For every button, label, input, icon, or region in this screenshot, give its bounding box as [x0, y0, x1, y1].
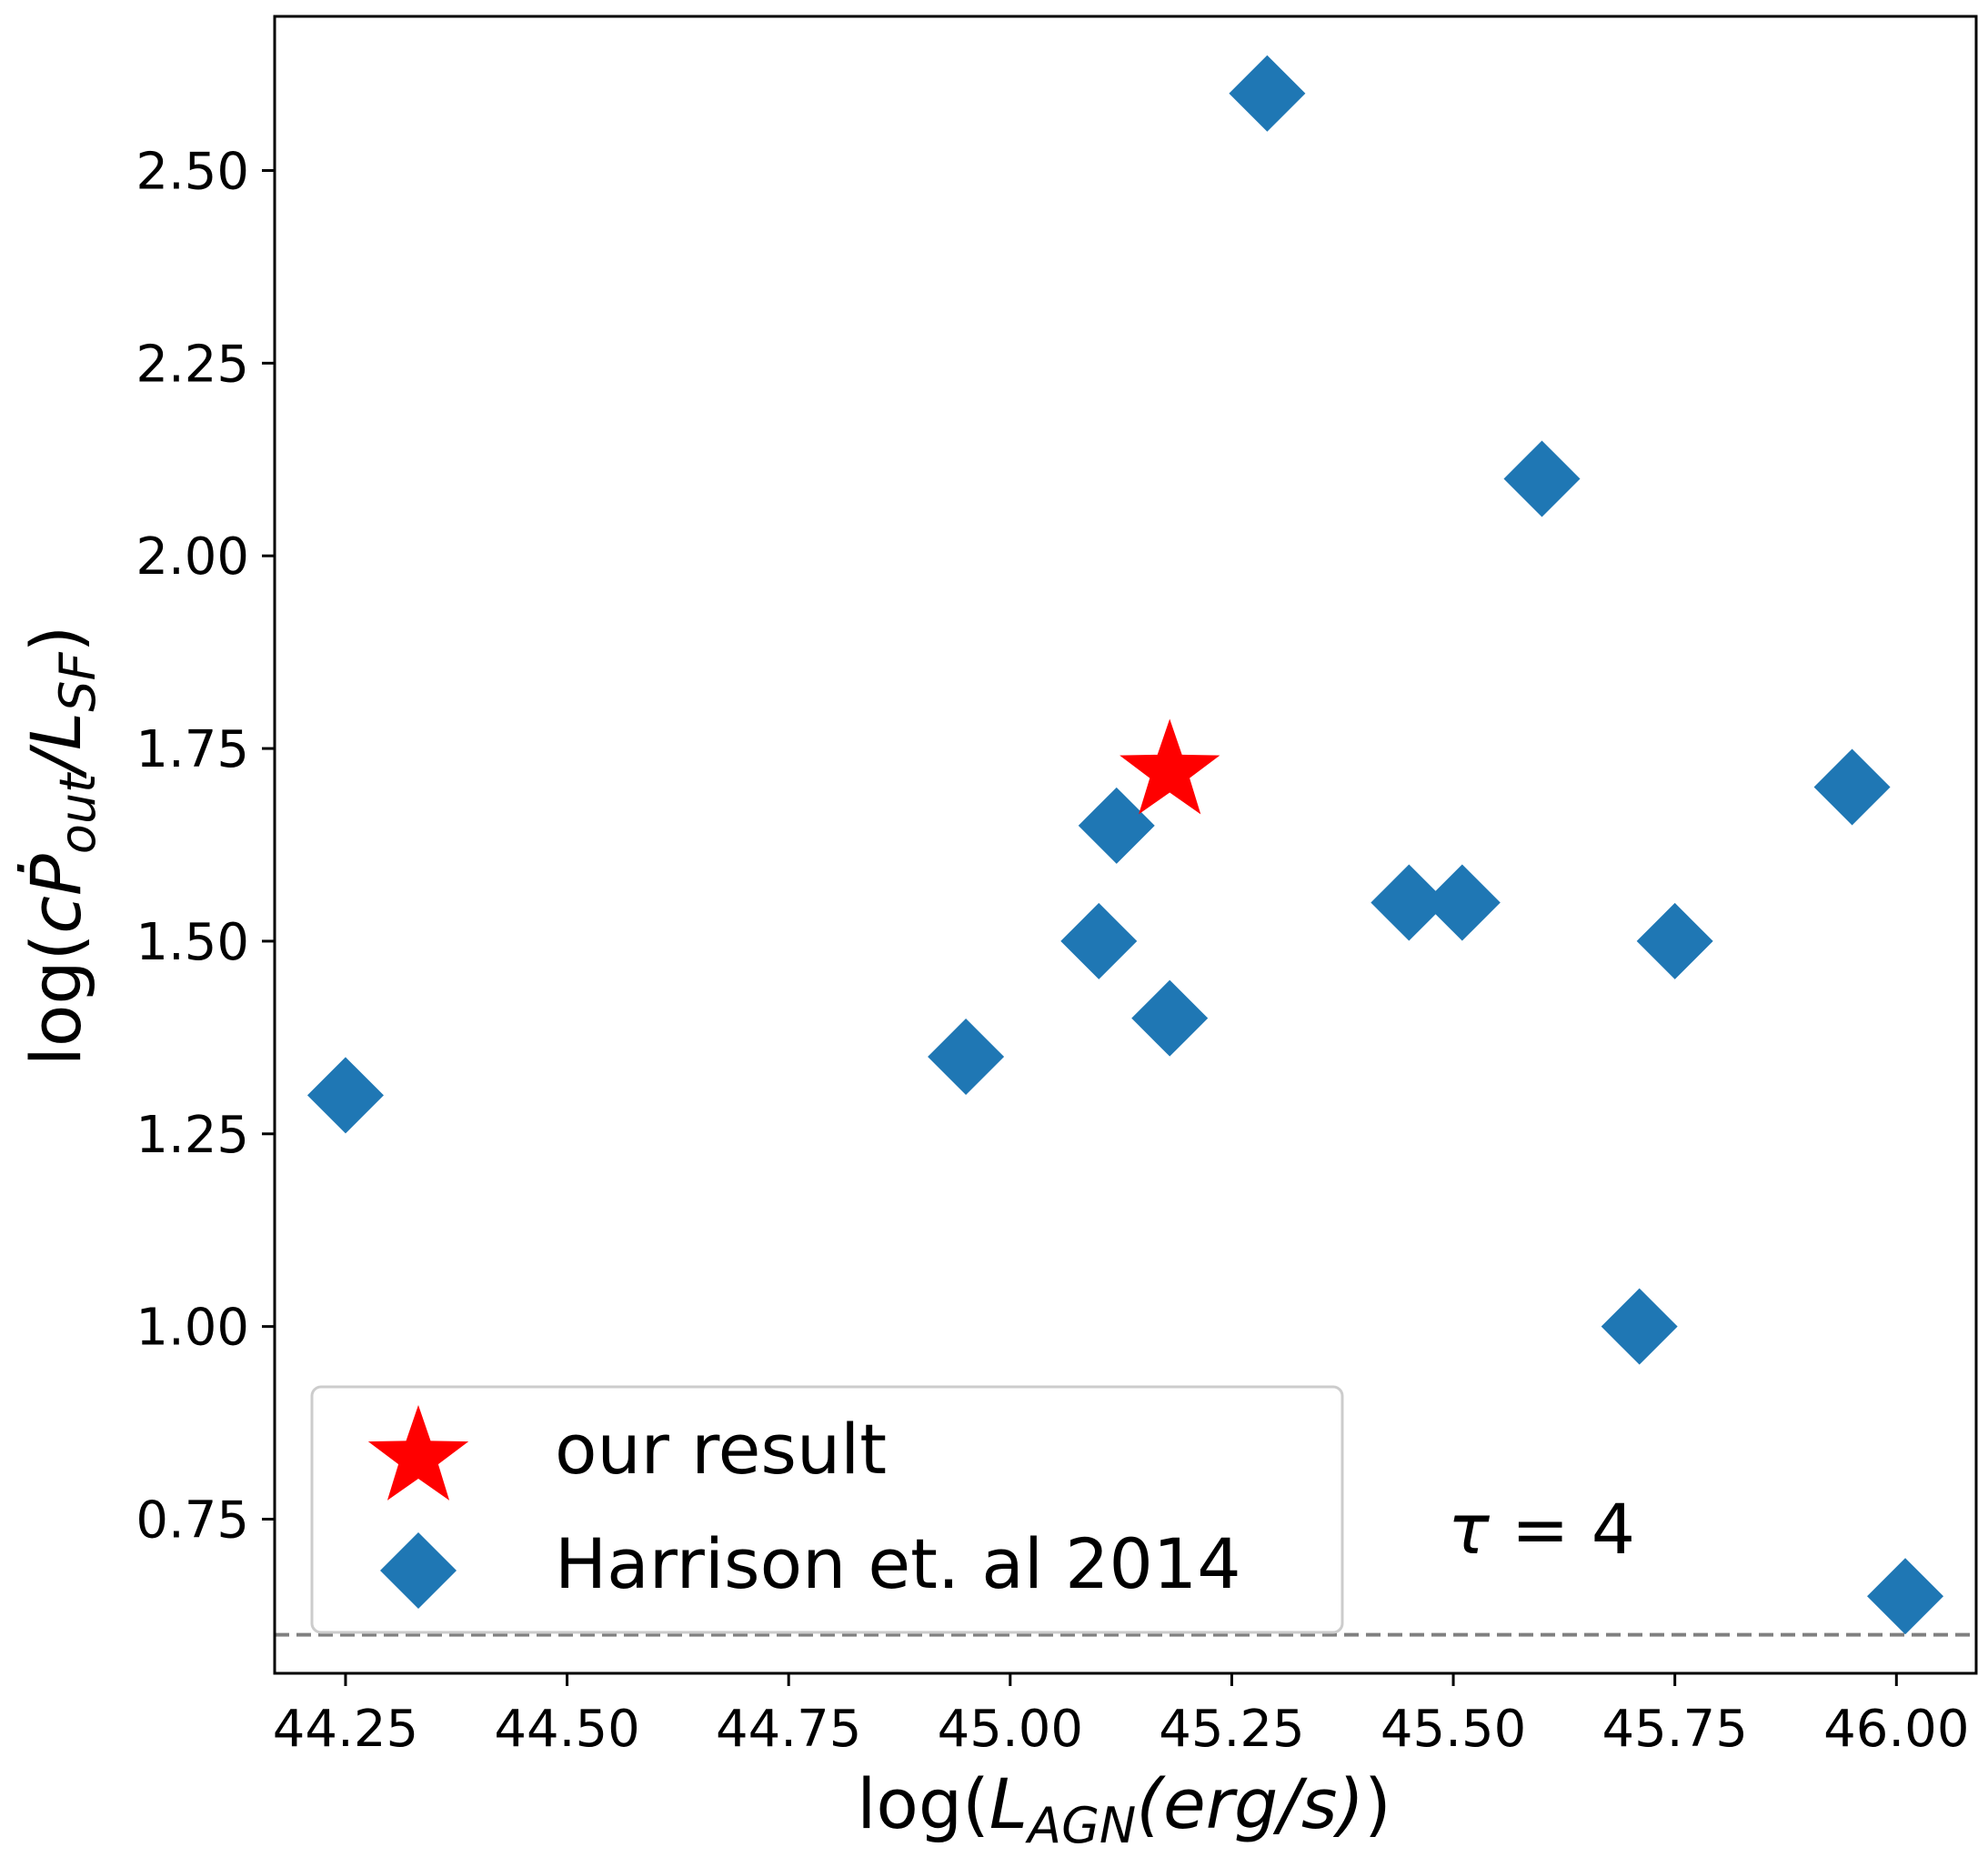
legend-label-our-result: our result	[555, 1409, 887, 1490]
harrison-data-point	[1503, 440, 1581, 517]
harrison-data-point	[1601, 1288, 1678, 1365]
harrison-data-point	[928, 1019, 1005, 1096]
y-axis-label-sub1: out	[49, 772, 106, 854]
our-result-data-point	[1120, 718, 1220, 815]
x-axis-label-main: L	[989, 1763, 1028, 1844]
y-tick-label: 1.75	[136, 720, 249, 779]
y-axis-label-mid: /L	[15, 712, 96, 779]
x-tick-label: 45.25	[1159, 1700, 1304, 1759]
harrison-data-point	[1423, 864, 1501, 941]
tau-annotation: τ = 4	[1448, 1489, 1635, 1570]
y-axis-label-main: cṖ	[15, 854, 96, 934]
legend-star-shape	[367, 1405, 469, 1501]
x-tick-label: 44.25	[273, 1700, 418, 1759]
y-tick-label: 1.00	[136, 1299, 249, 1358]
legend-star-marker	[367, 1405, 469, 1501]
data-marks	[306, 55, 1944, 1635]
x-tick-label: 45.75	[1602, 1700, 1748, 1759]
harrison-data-point	[1636, 902, 1713, 979]
x-axis-label-suffix: )	[1364, 1763, 1391, 1844]
legend-label-harrison: Harrison et. al 2014	[555, 1523, 1241, 1604]
x-tick-label: 46.00	[1823, 1700, 1969, 1759]
x-tick-label: 45.00	[938, 1700, 1083, 1759]
y-axis-label: log(cṖout/LSF)	[15, 626, 106, 1067]
x-tick-label: 45.50	[1381, 1700, 1526, 1759]
y-axis-ticks: 0.75 1.00 1.25 1.50 1.75 2.00 2.25 2.50	[136, 142, 275, 1551]
x-tick-label: 44.50	[494, 1700, 639, 1759]
y-tick-label: 1.25	[136, 1106, 249, 1165]
x-axis-label-unit: (erg/s)	[1136, 1763, 1364, 1844]
y-axis-label-sub2: SF	[49, 651, 106, 711]
harrison-data-point	[1813, 748, 1891, 826]
harrison-data-point	[306, 1057, 384, 1134]
harrison-data-point	[1060, 902, 1138, 979]
x-axis-label-sub: AGN	[1025, 1797, 1136, 1854]
y-axis-label-suffix: )	[15, 626, 96, 653]
x-axis-label: log(LAGN(erg/s))	[857, 1763, 1391, 1854]
legend-diamond-marker	[380, 1532, 457, 1609]
harrison-data-point	[1229, 55, 1306, 132]
y-axis-label-prefix: log(	[15, 934, 96, 1067]
y-tick-label: 2.25	[136, 335, 249, 394]
plot-frame	[273, 15, 1978, 1675]
x-axis-ticks: 44.25 44.50 44.75 45.00 45.25 45.50 45.75 46.00	[273, 1673, 1969, 1759]
harrison-data-point	[1131, 979, 1209, 1057]
x-axis-label-prefix: log(	[857, 1763, 989, 1844]
harrison-data-point	[1078, 787, 1155, 864]
y-tick-label: 1.50	[136, 913, 249, 972]
y-tick-label: 0.75	[136, 1491, 249, 1551]
legend-diamond-shape	[380, 1532, 457, 1609]
y-tick-label: 2.00	[136, 527, 249, 587]
legend: our result Harrison et. al 2014	[310, 1385, 1344, 1634]
y-tick-label: 2.50	[136, 142, 249, 201]
tau-symbol: τ	[1448, 1489, 1491, 1570]
harrison-data-point	[1867, 1558, 1944, 1635]
harrison-data-point	[1371, 864, 1448, 941]
x-tick-label: 44.75	[716, 1700, 861, 1759]
tau-value: = 4	[1490, 1489, 1635, 1570]
